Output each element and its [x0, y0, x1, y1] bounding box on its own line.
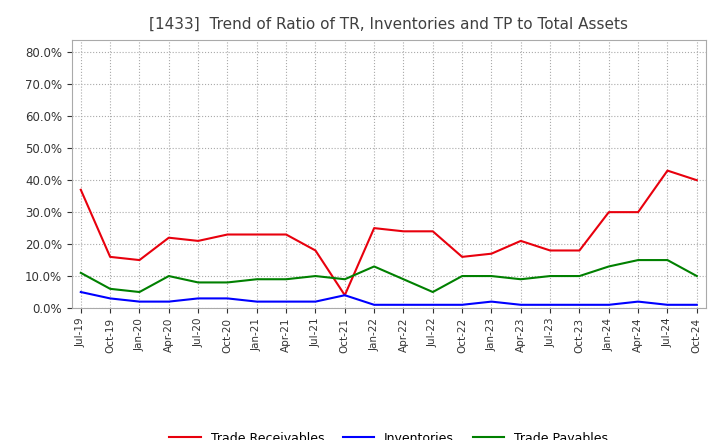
Trade Payables — [605, 264, 613, 269]
Inventories — [663, 302, 672, 308]
Trade Receivables — [663, 168, 672, 173]
Trade Receivables — [399, 229, 408, 234]
Inventories — [516, 302, 525, 308]
Inventories — [487, 299, 496, 304]
Line: Trade Payables: Trade Payables — [81, 260, 697, 292]
Trade Payables — [693, 273, 701, 279]
Trade Payables — [106, 286, 114, 291]
Inventories — [428, 302, 437, 308]
Inventories — [76, 290, 85, 295]
Trade Receivables — [341, 293, 349, 298]
Trade Payables — [575, 273, 584, 279]
Trade Receivables — [516, 238, 525, 244]
Inventories — [399, 302, 408, 308]
Trade Payables — [135, 290, 144, 295]
Trade Receivables — [311, 248, 320, 253]
Inventories — [253, 299, 261, 304]
Trade Receivables — [428, 229, 437, 234]
Inventories — [634, 299, 642, 304]
Trade Receivables — [223, 232, 232, 237]
Trade Receivables — [546, 248, 554, 253]
Trade Payables — [516, 277, 525, 282]
Trade Receivables — [253, 232, 261, 237]
Trade Payables — [458, 273, 467, 279]
Trade Payables — [546, 273, 554, 279]
Inventories — [605, 302, 613, 308]
Trade Receivables — [575, 248, 584, 253]
Trade Receivables — [282, 232, 290, 237]
Trade Receivables — [164, 235, 173, 240]
Inventories — [223, 296, 232, 301]
Inventories — [135, 299, 144, 304]
Trade Receivables — [487, 251, 496, 257]
Trade Payables — [223, 280, 232, 285]
Inventories — [546, 302, 554, 308]
Trade Receivables — [458, 254, 467, 260]
Inventories — [693, 302, 701, 308]
Trade Receivables — [370, 225, 379, 231]
Inventories — [370, 302, 379, 308]
Inventories — [106, 296, 114, 301]
Trade Receivables — [106, 254, 114, 260]
Inventories — [194, 296, 202, 301]
Trade Payables — [282, 277, 290, 282]
Inventories — [575, 302, 584, 308]
Legend: Trade Receivables, Inventories, Trade Payables: Trade Receivables, Inventories, Trade Pa… — [164, 427, 613, 440]
Trade Payables — [663, 257, 672, 263]
Trade Receivables — [194, 238, 202, 244]
Line: Inventories: Inventories — [81, 292, 697, 305]
Trade Payables — [76, 270, 85, 275]
Inventories — [164, 299, 173, 304]
Inventories — [341, 293, 349, 298]
Title: [1433]  Trend of Ratio of TR, Inventories and TP to Total Assets: [1433] Trend of Ratio of TR, Inventories… — [149, 16, 629, 32]
Trade Receivables — [634, 209, 642, 215]
Trade Payables — [311, 273, 320, 279]
Inventories — [458, 302, 467, 308]
Inventories — [311, 299, 320, 304]
Trade Receivables — [76, 187, 85, 192]
Trade Receivables — [135, 257, 144, 263]
Trade Payables — [194, 280, 202, 285]
Trade Payables — [634, 257, 642, 263]
Trade Payables — [164, 273, 173, 279]
Trade Payables — [487, 273, 496, 279]
Trade Payables — [428, 290, 437, 295]
Trade Payables — [399, 277, 408, 282]
Inventories — [282, 299, 290, 304]
Trade Receivables — [605, 209, 613, 215]
Trade Payables — [253, 277, 261, 282]
Line: Trade Receivables: Trade Receivables — [81, 171, 697, 295]
Trade Payables — [341, 277, 349, 282]
Trade Receivables — [693, 178, 701, 183]
Trade Payables — [370, 264, 379, 269]
